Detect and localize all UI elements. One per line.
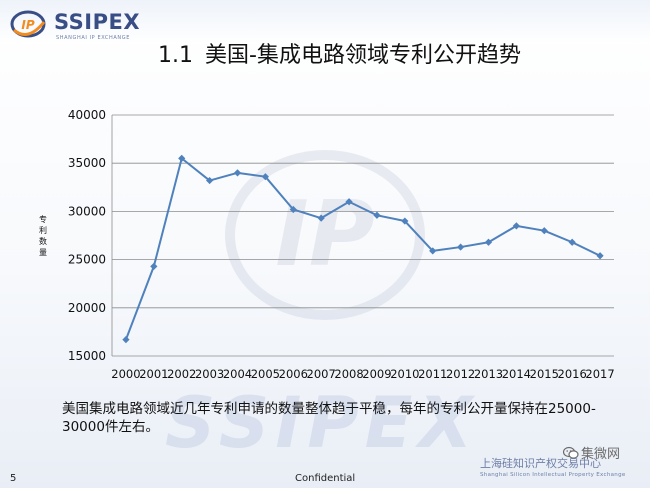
x-tick-label: 2010 (390, 367, 419, 381)
x-tick-label: 2007 (307, 367, 336, 381)
page-number: 5 (10, 473, 17, 484)
y-axis-label: 专利数量 (39, 215, 47, 257)
x-tick-label: 2013 (474, 367, 503, 381)
data-point (373, 211, 381, 219)
x-tick-label: 2006 (279, 367, 308, 381)
y-axis-ticks: 15000 20000 25000 30000 35000 40000 (68, 108, 106, 363)
data-point (317, 214, 325, 222)
data-point (484, 238, 493, 246)
data-point (429, 247, 437, 255)
data-point (345, 198, 353, 206)
ssipex-logo: IP SSIPEX SHANGHAI IP EXCHANGE (10, 8, 150, 48)
series-line (125, 157, 601, 340)
y-tick-label: 25000 (68, 253, 106, 267)
data-point (596, 252, 604, 260)
x-tick-label: 2009 (362, 367, 391, 381)
x-tick-label: 2003 (195, 367, 224, 381)
x-tick-label: 2017 (585, 367, 614, 381)
title-text: 美国-集成电路领域专利公开趋势 (205, 43, 521, 68)
x-tick-label: 2005 (251, 367, 280, 381)
x-tick-label: 2008 (334, 367, 363, 381)
summary-caption: 美国集成电路领域近几年专利申请的数量整体趋于平稳，每年的专利公开量保持在2500… (62, 401, 596, 435)
wechat-watermark: 集微网 (563, 443, 620, 462)
watermark-ip-text: IP (275, 182, 374, 287)
chart-grid (111, 114, 614, 357)
data-point (206, 176, 214, 185)
x-tick-label: 2014 (502, 367, 531, 381)
logo-name: SSIPEX (54, 10, 141, 34)
confidential-label: Confidential (295, 473, 356, 484)
ip-watermark-icon: IP (225, 150, 425, 320)
org-name-en: Shanghai Silicon Intellectual Property E… (480, 472, 626, 478)
data-point (512, 222, 520, 230)
x-tick-label: 2016 (558, 367, 587, 381)
y-tick-label: 15000 (68, 349, 106, 363)
data-point (568, 238, 576, 246)
data-point (261, 173, 269, 181)
page-title: 1.1 美国-集成电路领域专利公开趋势 (158, 37, 521, 69)
data-point (122, 336, 130, 344)
x-axis-ticks: 2000200120022003200420052006200720082009… (111, 367, 614, 381)
x-tick-label: 2004 (223, 367, 252, 381)
data-point (150, 262, 158, 270)
data-point (233, 169, 242, 177)
chart-series (122, 154, 604, 344)
data-point (401, 217, 409, 225)
y-tick-label: 40000 (68, 108, 106, 122)
x-tick-label: 2002 (167, 367, 196, 381)
wechat-icon (563, 446, 579, 459)
x-tick-label: 2000 (111, 367, 140, 381)
x-tick-label: 2011 (418, 367, 447, 381)
org-footer: 上海硅知识产权交易中心 Shanghai Silicon Intellectua… (480, 455, 640, 478)
x-tick-label: 2001 (139, 367, 168, 381)
y-tick-label: 35000 (68, 156, 106, 170)
data-point (540, 227, 548, 235)
logo-mark-text: IP (21, 18, 34, 32)
header-band (0, 0, 650, 44)
data-point (457, 243, 465, 251)
title-number: 1.1 (158, 43, 193, 68)
org-name-cn: 上海硅知识产权交易中心 (480, 457, 601, 470)
data-point (178, 154, 186, 162)
x-tick-label: 2015 (530, 367, 559, 381)
logo-tagline: SHANGHAI IP EXCHANGE (56, 35, 130, 41)
ip-logo-icon: IP (10, 10, 46, 38)
y-tick-label: 20000 (68, 301, 106, 315)
ssipex-watermark: SSIPEX (165, 382, 479, 464)
wechat-label: 集微网 (581, 447, 621, 462)
y-tick-label: 30000 (68, 204, 106, 218)
data-point (289, 205, 297, 214)
x-tick-label: 2012 (446, 367, 475, 381)
